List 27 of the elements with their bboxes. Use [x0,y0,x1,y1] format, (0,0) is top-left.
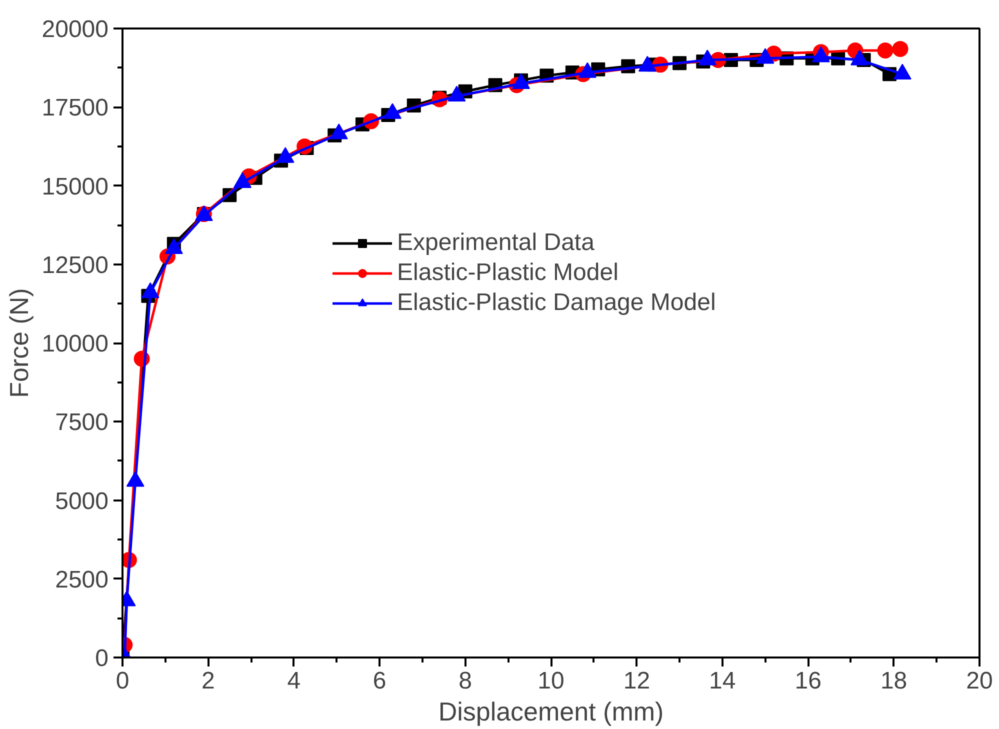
x-tick-label: 4 [287,668,301,694]
y-tick-label: 2500 [55,566,108,594]
x-tick-label: 12 [623,668,650,694]
y-tick-label: 10000 [42,330,109,358]
legend-label: Elastic-Plastic Damage Model [397,289,716,317]
x-axis-title: Displacement (mm) [438,696,664,726]
x-tick-label: 6 [372,668,386,694]
y-axis-title: Force (N) [4,288,34,398]
x-tick-label: 16 [794,668,822,694]
y-tick-label: 17500 [42,94,109,122]
y-tick-label: 20000 [42,16,109,43]
y-tick-label: 0 [95,645,109,672]
x-tick-label: 0 [116,668,130,694]
y-tick-label: 15000 [42,173,109,200]
x-tick-label: 14 [709,668,736,694]
point [892,40,908,57]
y-tick-label: 7500 [55,409,108,436]
legend-label: Elastic-Plastic Model [397,259,618,287]
x-tick-label: 2 [202,668,215,694]
point [877,42,894,58]
x-tick-label: 18 [880,668,908,694]
x-tick-label: 20 [966,668,993,694]
x-tick-label: 8 [458,668,472,694]
y-tick-label: 12500 [42,252,109,279]
y-tick-label: 5000 [55,488,108,515]
legend-label: Experimental Data [397,229,594,257]
x-tick-label: 10 [538,668,564,694]
